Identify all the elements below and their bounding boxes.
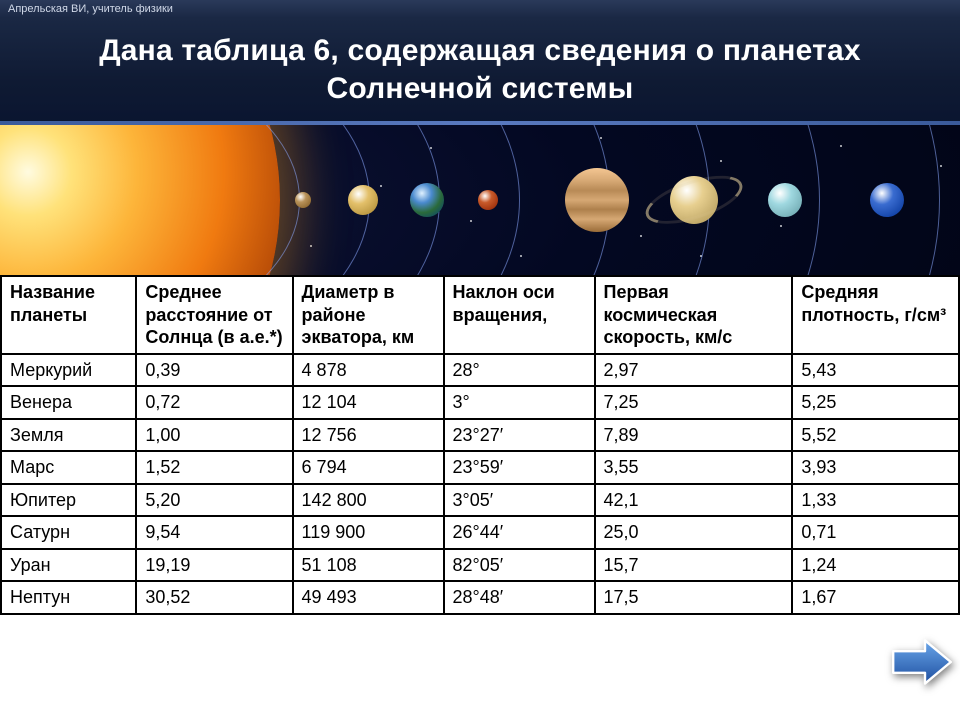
cell: 5,43 [792, 354, 959, 387]
cell: 82°05′ [444, 549, 595, 582]
planets-table: Название планетыСреднее расстояние от Со… [0, 275, 960, 615]
cell: Сатурн [1, 516, 136, 549]
table-row: Юпитер5,20142 8003°05′42,11,33 [1, 484, 959, 517]
uranus-icon [768, 183, 802, 217]
table-row: Венера0,7212 1043°7,255,25 [1, 386, 959, 419]
cell: 5,20 [136, 484, 292, 517]
venus-icon [348, 185, 378, 215]
cell: 49 493 [293, 581, 444, 614]
cell: 1,52 [136, 451, 292, 484]
table-row: Меркурий0,394 87828°2,975,43 [1, 354, 959, 387]
table-row: Марс1,526 79423°59′3,553,93 [1, 451, 959, 484]
cell: 23°59′ [444, 451, 595, 484]
cell: 1,00 [136, 419, 292, 452]
column-header: Первая космическая скорость, км/с [595, 276, 793, 354]
cell: 7,89 [595, 419, 793, 452]
slide-title-block: Дана таблица 6, содержащая сведения о пл… [0, 18, 960, 125]
cell: 1,67 [792, 581, 959, 614]
page-title: Дана таблица 6, содержащая сведения о пл… [40, 32, 920, 107]
column-header: Среднее расстояние от Солнца (в а.е.*) [136, 276, 292, 354]
cell: 0,39 [136, 354, 292, 387]
cell: 23°27′ [444, 419, 595, 452]
column-header: Название планеты [1, 276, 136, 354]
cell: Марс [1, 451, 136, 484]
table-header-row: Название планетыСреднее расстояние от Со… [1, 276, 959, 354]
neptune-icon [870, 183, 904, 217]
cell: 7,25 [595, 386, 793, 419]
table-row: Сатурн9,54119 90026°44′25,00,71 [1, 516, 959, 549]
cell: 17,5 [595, 581, 793, 614]
cell: 51 108 [293, 549, 444, 582]
cell: Венера [1, 386, 136, 419]
cell: 25,0 [595, 516, 793, 549]
cell: 119 900 [293, 516, 444, 549]
mars-icon [478, 190, 498, 210]
cell: 9,54 [136, 516, 292, 549]
cell: 3,55 [595, 451, 793, 484]
cell: 12 104 [293, 386, 444, 419]
cell: 0,72 [136, 386, 292, 419]
star-icon [940, 165, 942, 167]
table-row: Уран19,1951 10882°05′15,71,24 [1, 549, 959, 582]
cell: 142 800 [293, 484, 444, 517]
cell: 2,97 [595, 354, 793, 387]
cell: 6 794 [293, 451, 444, 484]
cell: Меркурий [1, 354, 136, 387]
cell: 26°44′ [444, 516, 595, 549]
cell: 12 756 [293, 419, 444, 452]
author-text: Апрельская ВИ, учитель физики [8, 3, 173, 15]
solar-system-illustration [0, 125, 960, 275]
saturn-icon [670, 176, 718, 224]
cell: 1,33 [792, 484, 959, 517]
column-header: Наклон оси вращения, [444, 276, 595, 354]
cell: 15,7 [595, 549, 793, 582]
slide-meta-header: Апрельская ВИ, учитель физики [0, 0, 960, 18]
cell: Уран [1, 549, 136, 582]
cell: 42,1 [595, 484, 793, 517]
table-body: Меркурий0,394 87828°2,975,43Венера0,7212… [1, 354, 959, 614]
cell: Юпитер [1, 484, 136, 517]
column-header: Средняя плотность, г/см³ [792, 276, 959, 354]
cell: Нептун [1, 581, 136, 614]
cell: 28° [444, 354, 595, 387]
table-row: Земля1,0012 75623°27′7,895,52 [1, 419, 959, 452]
cell: 3,93 [792, 451, 959, 484]
table-row: Нептун30,5249 49328°48′17,51,67 [1, 581, 959, 614]
cell: 28°48′ [444, 581, 595, 614]
next-slide-button[interactable] [890, 638, 954, 686]
cell: 0,71 [792, 516, 959, 549]
jupiter-icon [565, 168, 629, 232]
cell: 19,19 [136, 549, 292, 582]
cell: Земля [1, 419, 136, 452]
cell: 3°05′ [444, 484, 595, 517]
cell: 3° [444, 386, 595, 419]
arrow-right-icon [890, 638, 954, 686]
mercury-icon [295, 192, 311, 208]
column-header: Диаметр в районе экватора, км [293, 276, 444, 354]
cell: 1,24 [792, 549, 959, 582]
cell: 5,52 [792, 419, 959, 452]
earth-icon [410, 183, 444, 217]
cell: 5,25 [792, 386, 959, 419]
cell: 4 878 [293, 354, 444, 387]
cell: 30,52 [136, 581, 292, 614]
